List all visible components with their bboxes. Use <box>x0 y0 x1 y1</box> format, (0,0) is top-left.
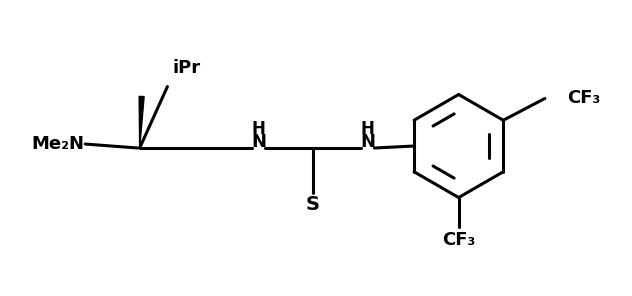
Text: N: N <box>360 133 375 151</box>
Text: iPr: iPr <box>173 59 200 77</box>
Text: S: S <box>306 195 320 214</box>
Text: H: H <box>361 120 374 138</box>
Text: H: H <box>252 120 265 138</box>
Polygon shape <box>139 96 144 148</box>
Text: N: N <box>251 133 266 151</box>
Text: CF₃: CF₃ <box>567 89 600 107</box>
Text: Me₂N: Me₂N <box>31 135 84 153</box>
Text: CF₃: CF₃ <box>442 231 475 249</box>
